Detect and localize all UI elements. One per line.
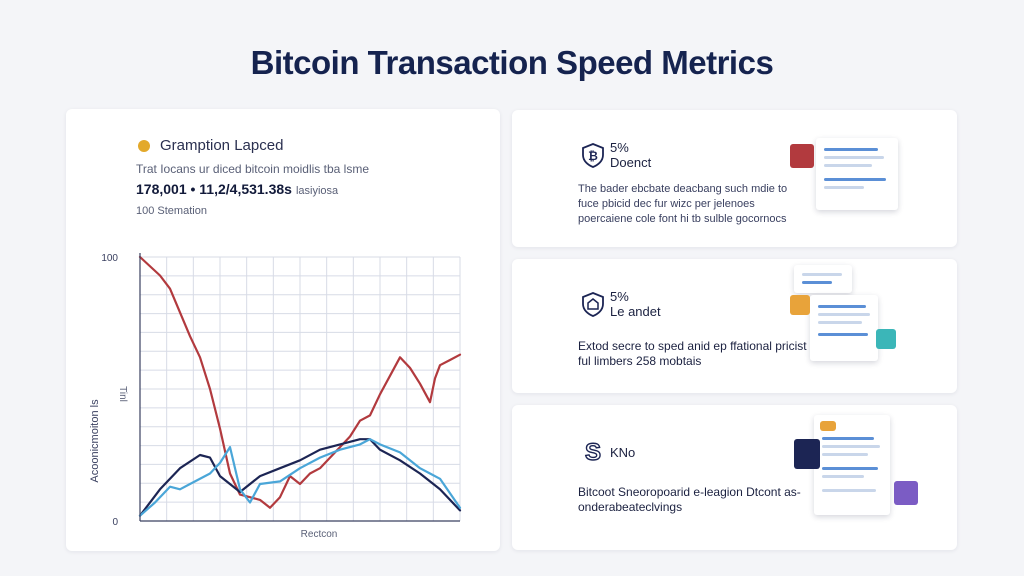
legend-dot-icon	[138, 139, 150, 152]
chart-grid	[139, 256, 461, 522]
page-title: Bitcoin Transaction Speed Metrics	[250, 44, 774, 81]
metric-description: The bader ebcbate deacbang such mdie to …	[578, 183, 788, 225]
chart-series	[138, 255, 462, 517]
document-illustration	[816, 138, 898, 210]
chart-axes	[139, 253, 460, 522]
chart-card: Gramption Lapced Trat Iocans ur diced bi…	[66, 109, 500, 551]
bitcoin-shield-icon: ₿	[582, 143, 604, 168]
document-illustration-small	[794, 265, 852, 293]
orange-tag-icon	[790, 295, 810, 315]
metric-card-header: ₿ 5% Doenct	[580, 140, 651, 170]
shield-icon	[582, 292, 604, 317]
metric-card-3: S KNo Bitcoot Sneoropoarid e-leagion Dtc…	[512, 405, 957, 550]
series-line-lightblue	[138, 438, 462, 517]
chart-sub-label: 100 Stemation	[136, 205, 207, 217]
line-chart: Acoonicmoiton ls Tinl Rectcon 100 0	[89, 253, 462, 540]
svg-text:S: S	[585, 439, 601, 465]
metric-title: Doenct	[610, 155, 652, 170]
teal-tag-icon	[876, 329, 896, 349]
metric-title: KNo	[610, 444, 636, 460]
metric-description: Extod secre to sped anid ep ffational pr…	[578, 339, 807, 368]
metric-card-header: 5% Le andet	[580, 289, 661, 319]
y-tick-label-bottom: 0	[112, 517, 118, 528]
chart-stats: 178,001 • 11,2/4,531.38s lasiyiosa	[136, 181, 338, 197]
chart-legend: Gramption Lapced	[138, 137, 283, 154]
metric-card-header: S KNo	[580, 439, 635, 465]
series-line-red	[138, 255, 462, 509]
stats-unit: lasiyiosa	[295, 185, 339, 197]
x-axis-label: Rectcon	[301, 529, 338, 540]
stats-value: 178,001 • 11,2/4,531.38s	[136, 181, 292, 197]
metric-title: Le andet	[610, 304, 661, 319]
y-axis-label-secondary: Tinl	[117, 386, 128, 402]
metric-percent: 5%	[610, 140, 629, 155]
purple-tag-icon	[894, 481, 918, 505]
dollar-icon: S	[584, 439, 601, 465]
series-line-navy	[138, 438, 462, 517]
y-tick-label-top: 100	[101, 253, 118, 264]
chart-description: Trat Iocans ur diced bitcoin moidlis tba…	[136, 162, 369, 176]
navy-tag-icon	[794, 439, 820, 469]
svg-text:₿: ₿	[588, 149, 598, 163]
legend-label: Gramption Lapced	[160, 137, 284, 154]
metric-card-2: 5% Le andet Extod secre to sped anid ep …	[512, 259, 957, 393]
metric-percent: 5%	[610, 289, 629, 304]
red-tag-icon	[790, 144, 814, 168]
document-illustration	[814, 415, 890, 515]
y-axis-label: Acoonicmoiton ls	[89, 399, 101, 483]
metric-card-1: ₿ 5% Doenct The bader ebcbate deacbang s…	[512, 110, 957, 247]
document-illustration	[810, 295, 878, 361]
metric-description: Bitcoot Sneoropoarid e-leagion Dtcont as…	[578, 485, 801, 514]
